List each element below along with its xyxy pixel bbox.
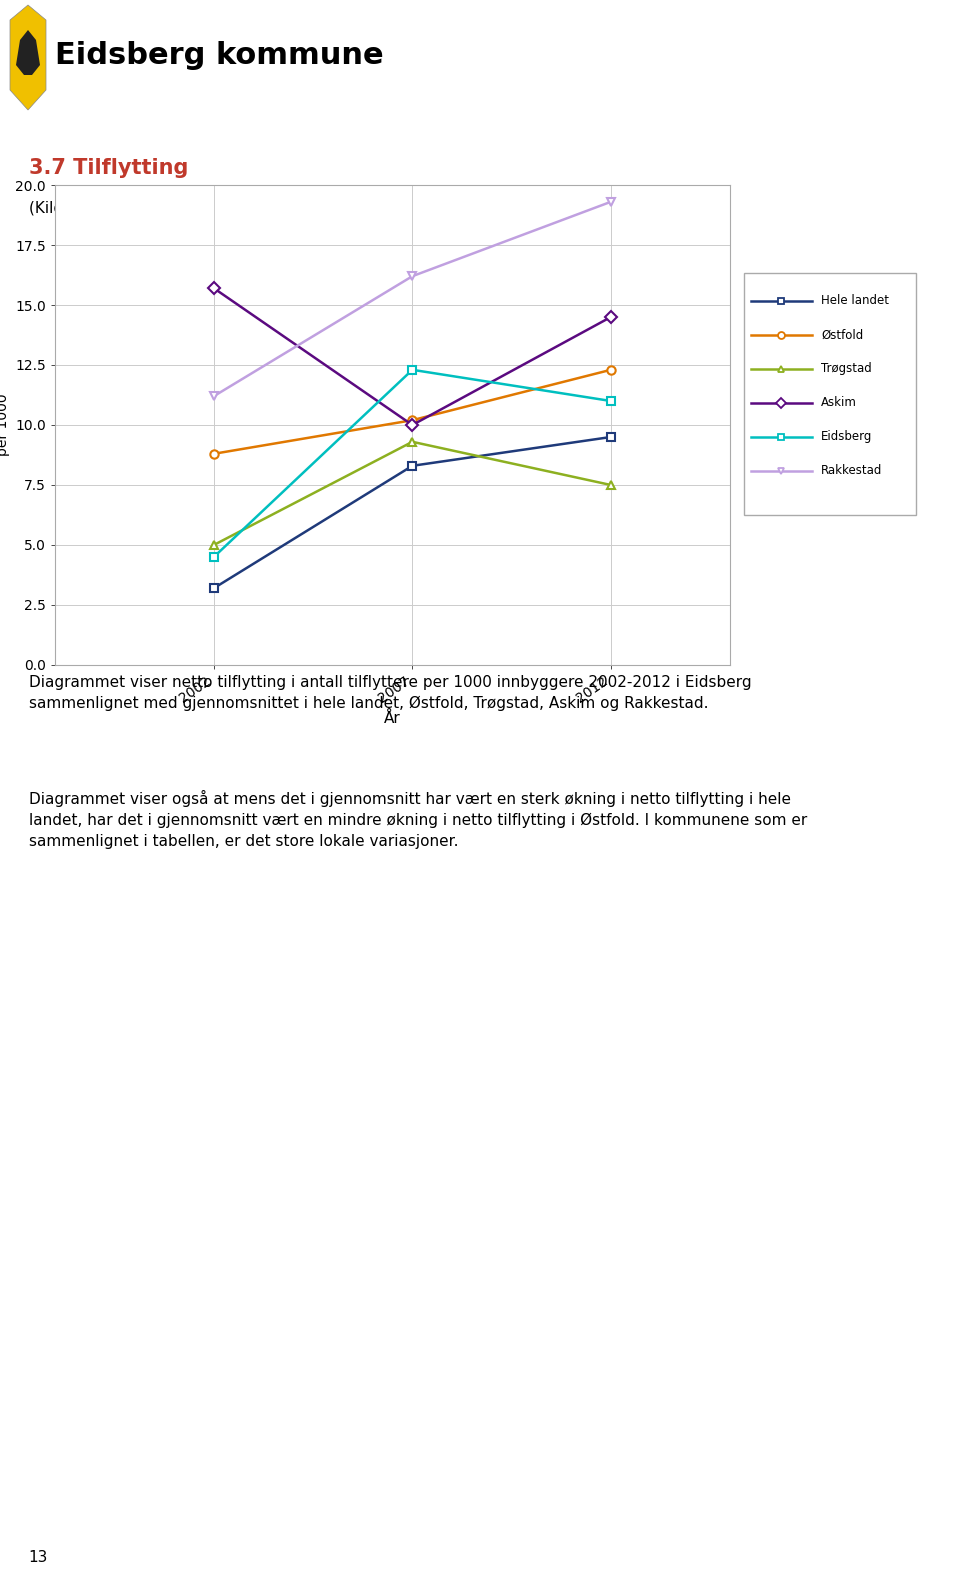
Text: Rakkestad: Rakkestad <box>821 464 882 477</box>
Y-axis label: per 1000: per 1000 <box>0 394 10 456</box>
Text: Eidsberg: Eidsberg <box>821 431 873 444</box>
Text: Diagrammet viser også at mens det i gjennomsnitt har vært en sterk økning i nett: Diagrammet viser også at mens det i gjen… <box>29 790 807 849</box>
Text: Østfold: Østfold <box>821 328 863 342</box>
Text: (Kilde: Kommunehelsa statistikkbank): (Kilde: Kommunehelsa statistikkbank) <box>29 200 319 215</box>
Text: 13: 13 <box>29 1550 48 1565</box>
Polygon shape <box>10 5 46 110</box>
FancyBboxPatch shape <box>744 273 917 515</box>
X-axis label: År: År <box>384 711 401 727</box>
Text: Eidsberg kommune: Eidsberg kommune <box>55 40 384 70</box>
Text: Hele landet: Hele landet <box>821 294 889 307</box>
Text: Diagrammet viser netto tilflytting i antall tilflyttere per 1000 innbyggere 2002: Diagrammet viser netto tilflytting i ant… <box>29 676 752 711</box>
Text: 3.7 Tilflytting: 3.7 Tilflytting <box>29 157 188 178</box>
Text: Askim: Askim <box>821 396 857 409</box>
Text: Trøgstad: Trøgstad <box>821 363 872 375</box>
Polygon shape <box>16 30 40 75</box>
